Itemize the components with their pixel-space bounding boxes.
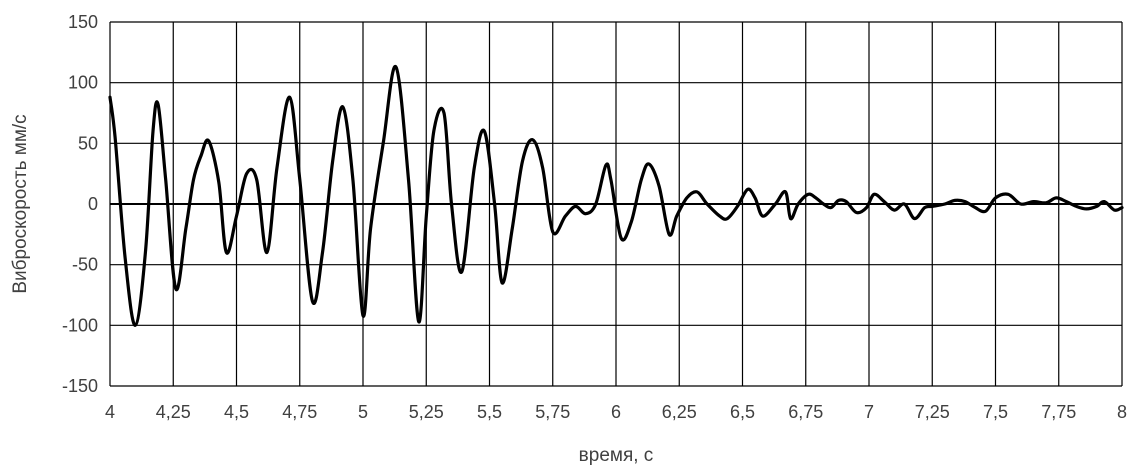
y-tick-label: -150	[62, 376, 98, 396]
x-tick-label: 4,75	[282, 402, 317, 422]
series-line	[108, 65, 1124, 327]
y-tick-label: -50	[72, 255, 98, 275]
y-tick-label: 100	[68, 73, 98, 93]
x-tick-label: 8	[1117, 402, 1127, 422]
x-tick-label: 5	[358, 402, 368, 422]
x-tick-label: 6	[611, 402, 621, 422]
x-tick-label: 7	[864, 402, 874, 422]
x-axis-title: время, с	[579, 445, 654, 466]
x-tick-label: 7,75	[1041, 402, 1076, 422]
x-tick-label: 5,5	[477, 402, 502, 422]
x-tick-label: 4,25	[156, 402, 191, 422]
x-tick-label: 4,5	[224, 402, 249, 422]
x-tick-label: 4	[105, 402, 115, 422]
y-tick-labels: 150 100 50 0 -50 -100 -150	[62, 12, 98, 396]
y-axis-title: Виброскорость мм/с	[10, 114, 31, 293]
x-tick-label: 5,25	[409, 402, 444, 422]
y-tick-label: -100	[62, 315, 98, 335]
y-tick-label: 150	[68, 12, 98, 32]
y-tick-label: 0	[88, 194, 98, 214]
y-tick-label: 50	[78, 133, 98, 153]
x-tick-label: 6,5	[730, 402, 755, 422]
x-tick-label: 7,25	[915, 402, 950, 422]
x-tick-label: 5,75	[535, 402, 570, 422]
x-tick-labels: 4 4,25 4,5 4,75 5 5,25 5,5 5,75 6 6,25 6,5 6,75 7 7,2…	[105, 402, 1127, 422]
x-tick-label: 7,5	[983, 402, 1008, 422]
x-tick-label: 6,75	[788, 402, 823, 422]
x-tick-label: 6,25	[662, 402, 697, 422]
